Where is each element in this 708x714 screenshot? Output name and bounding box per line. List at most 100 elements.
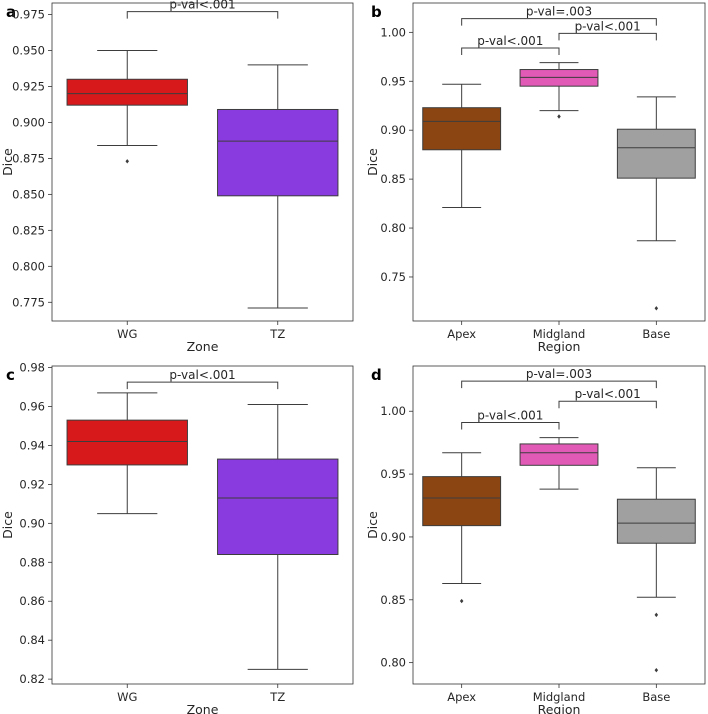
box-tz [217,404,339,670]
x-tick-label: TZ [269,690,285,704]
box-body [616,128,696,179]
y-tick-label: 0.82 [19,672,45,686]
x-tick-label: WG [117,690,137,704]
x-axis-label: Zone [187,339,219,354]
box-body [519,443,599,466]
bracket-line [461,18,657,26]
y-axis-label: Dice [0,511,15,539]
x-tick-label: Midgland [533,690,586,704]
y-tick-label: 0.900 [12,115,45,129]
outlier-point [459,598,464,604]
box-body [422,107,502,151]
p-value-label: p-val<.001 [169,0,235,12]
significance-bracket: p-val=.003 [461,367,657,389]
y-tick-label: 0.98 [19,361,45,375]
bracket-line [126,11,279,19]
y-tick-label: 0.86 [19,594,45,608]
panel-letter: c [6,366,15,384]
p-value-label: p-val<.001 [169,368,235,382]
y-axis-label: Dice [365,148,380,176]
y-tick-label: 0.84 [19,633,45,647]
bracket-line [126,381,279,390]
box-body [66,419,188,466]
panel-letter: b [371,3,382,21]
significance-bracket: p-val=.003 [461,5,657,26]
bracket-line [558,32,657,41]
significance-bracket: p-val<.001 [461,409,560,430]
outlier-point [125,159,130,164]
y-tick-label: 0.85 [380,593,406,607]
x-tick-label: Apex [447,690,476,704]
y-tick-label: 1.00 [380,25,406,39]
panel-letter: d [371,366,382,384]
y-tick-label: 0.950 [12,43,45,57]
box-apex [422,452,502,604]
y-axis-label: Dice [365,511,380,539]
box-wg [66,392,188,515]
box-base [616,96,696,311]
y-tick-label: 0.94 [19,438,45,452]
bracket-line [461,380,657,389]
y-tick-label: 0.95 [380,74,406,88]
box-tz [217,64,339,309]
box-apex [422,83,502,208]
y-tick-label: 0.80 [380,656,406,670]
y-tick-label: 0.775 [12,295,45,309]
bracket-line [461,422,560,430]
bracket-line [558,400,657,409]
panel-b: b 0.75 0.80 0.85 0.90 0.95 1.00 Dice Apex Midglan… [365,2,706,354]
p-value-label: p-val=.003 [526,5,592,19]
y-tick-label: 0.875 [12,151,45,165]
axes-frame [51,2,354,322]
p-value-label: p-val=.003 [526,367,592,381]
box-body [422,476,502,527]
outlier-point [557,114,561,119]
x-tick-label: Apex [447,327,476,341]
x-tick-label: Base [642,327,670,341]
bracket-line [461,47,560,56]
x-tick-label: TZ [269,327,285,341]
y-tick-label: 0.925 [12,79,45,93]
panel-a: a 0.775 0.800 0.825 0.850 0.875 0.900 0.925 0.95… [0,0,354,354]
panel-c: c 0.82 0.84 0.86 0.88 0.90 0.92 0.94 0.96 0.98 Dic… [0,361,354,714]
box-midgland [519,62,599,119]
panel-d: d 0.80 0.85 0.90 0.95 1.00 Dice Apex Midgland Bas… [365,365,706,714]
y-tick-label: 0.90 [380,123,406,137]
y-tick-label: 0.825 [12,223,45,237]
box-body [217,458,339,556]
y-tick-label: 0.95 [380,467,406,481]
y-tick-label: 0.85 [380,172,406,186]
p-value-label: p-val<.001 [575,19,641,33]
y-tick-label: 0.75 [380,270,406,284]
outlier-point [654,667,659,673]
y-tick-label: 1.00 [380,404,406,418]
y-tick-label: 0.88 [19,555,45,569]
y-tick-label: 0.800 [12,259,45,273]
y-tick-label: 0.850 [12,187,45,201]
p-value-label: p-val<.001 [477,409,543,423]
p-value-label: p-val<.001 [477,34,543,48]
box-body [616,498,696,544]
y-axis-label: Dice [0,148,15,176]
y-tick-label: 0.90 [19,516,45,530]
significance-bracket: p-val<.001 [558,387,657,409]
y-tick-label: 0.975 [12,8,45,22]
y-tick-label: 0.80 [380,221,406,235]
x-axis-label: Region [538,339,581,354]
significance-bracket: p-val<.001 [126,368,279,390]
panel-letter: a [6,3,16,21]
box-body [217,108,339,197]
axes-frame [51,365,354,685]
p-value-label: p-val<.001 [575,387,641,401]
y-tick-label: 0.90 [380,530,406,544]
significance-bracket: p-val<.001 [461,34,560,56]
significance-bracket: p-val<.001 [126,0,279,19]
x-tick-label: Base [642,690,670,704]
y-tick-label: 0.92 [19,477,45,491]
outlier-point [654,612,659,618]
outlier-point [654,306,659,311]
box-base [616,467,696,673]
x-tick-label: WG [117,327,137,341]
box-midgland [519,437,599,490]
